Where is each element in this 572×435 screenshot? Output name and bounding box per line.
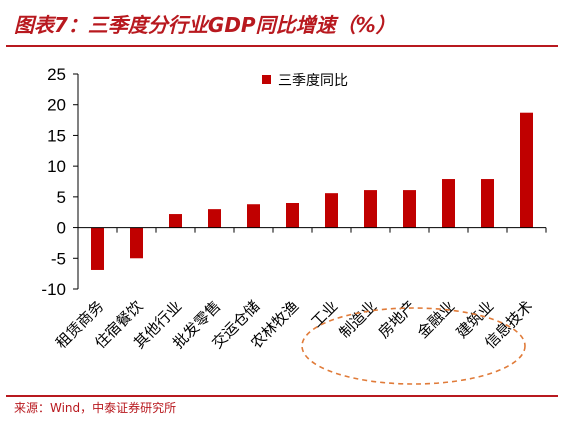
source-note: 来源：Wind，中泰证券研究所: [14, 401, 177, 415]
legend-label: 三季度同比: [278, 73, 348, 89]
y-tick-label: -5: [51, 249, 66, 268]
footer-divider: [6, 395, 558, 397]
bar-6: [286, 203, 299, 228]
bar-5: [247, 204, 260, 228]
category-label: 金融业: [414, 297, 459, 342]
bar-7: [325, 193, 338, 228]
bar-4: [208, 209, 221, 228]
legend-swatch: [262, 75, 271, 84]
bar-11: [481, 179, 494, 228]
category-label: 工业: [307, 297, 341, 331]
legend: 三季度同比: [262, 73, 348, 89]
category-label: 房地产: [375, 297, 420, 342]
bar-2: [130, 227, 143, 259]
bar-9: [403, 190, 416, 228]
y-tick-label: 20: [47, 96, 66, 115]
highlight-ellipse-shape: [301, 307, 526, 385]
y-tick-label: 15: [47, 126, 66, 145]
y-tick-label: 0: [57, 219, 66, 238]
highlight-ellipse: [301, 307, 526, 385]
bar-1: [91, 227, 104, 270]
y-tick-label: 10: [47, 157, 66, 176]
title-divider: [6, 45, 558, 47]
bar-10: [442, 179, 455, 228]
x-axis: [77, 227, 547, 233]
y-tick-label: 25: [47, 65, 66, 84]
bars: [91, 112, 533, 270]
chart-title: 图表7：三季度分行业GDP同比增速（%）: [14, 13, 396, 37]
y-tick-label: -10: [41, 280, 66, 299]
bar-3: [169, 214, 182, 228]
bar-chart: -10 -5 0 5 10 15 20 25 租赁商务住宿餐饮其他行业批发零售交运仓储农林牧渔…: [41, 65, 547, 385]
bar-12: [520, 112, 533, 228]
y-axis: -10 -5 0 5 10 15 20 25: [41, 65, 79, 299]
y-tick-label: 5: [57, 188, 66, 207]
bar-8: [364, 190, 377, 228]
category-label: 制造业: [336, 297, 381, 342]
